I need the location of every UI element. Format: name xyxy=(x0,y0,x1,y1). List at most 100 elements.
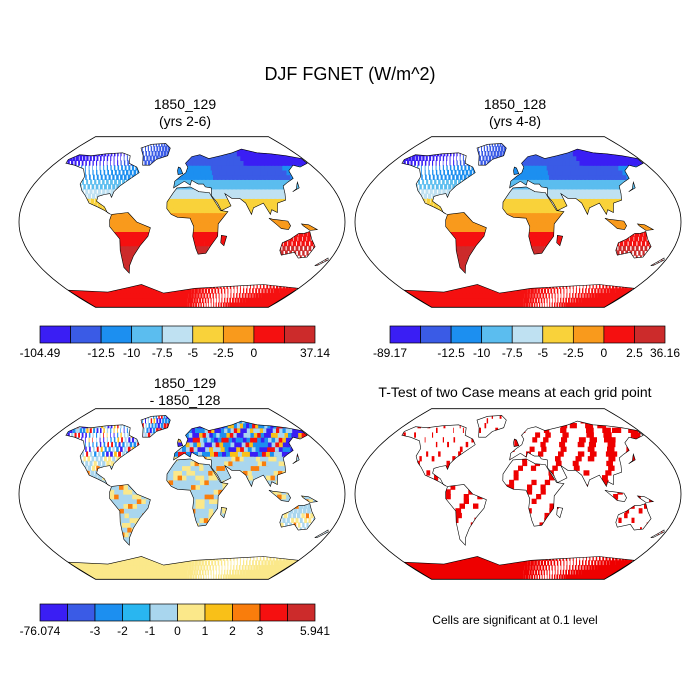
grid-cell xyxy=(226,246,230,251)
grid-cell xyxy=(332,241,335,246)
grid-cell xyxy=(85,241,91,246)
grid-cell xyxy=(157,189,161,194)
grid-cell xyxy=(38,260,47,265)
grid-cell xyxy=(117,142,120,147)
grid-cell xyxy=(129,203,134,208)
grid-cell xyxy=(238,274,240,279)
grid-cell xyxy=(88,232,94,237)
grid-cell xyxy=(156,203,161,208)
grid-cell xyxy=(159,217,164,222)
grid-cell xyxy=(119,274,126,279)
grid-cell xyxy=(280,208,286,213)
grid-cell xyxy=(111,274,118,279)
grid-cell xyxy=(156,203,161,208)
grid-cell xyxy=(125,184,128,189)
grid-cell xyxy=(61,236,67,241)
grid-cell xyxy=(171,279,176,284)
grid-cell xyxy=(270,255,273,260)
grid-cell xyxy=(114,165,116,170)
grid-cell xyxy=(173,246,178,251)
grid-cell xyxy=(294,269,295,274)
grid-cell xyxy=(100,156,102,161)
grid-cell xyxy=(126,274,132,279)
grid-cell xyxy=(279,269,280,274)
grid-cell xyxy=(146,165,149,170)
grid-cell xyxy=(207,279,210,284)
grid-cell xyxy=(81,170,82,175)
grid-cell xyxy=(198,184,203,189)
grid-cell xyxy=(230,198,236,203)
grid-cell xyxy=(116,203,120,208)
grid-cell xyxy=(166,179,170,184)
grid-cell xyxy=(240,260,243,265)
grid-cell xyxy=(101,217,106,222)
grid-cell xyxy=(173,222,178,227)
grid-cell xyxy=(145,146,146,151)
grid-cell xyxy=(97,269,104,274)
grid-cell xyxy=(41,241,48,246)
grid-cell xyxy=(178,246,183,251)
grid-cell xyxy=(179,151,183,156)
grid-cell xyxy=(134,265,140,270)
grid-cell xyxy=(218,265,221,270)
grid-cell xyxy=(151,241,156,246)
grid-cell xyxy=(102,265,109,270)
grid-cell xyxy=(238,274,240,279)
grid-cell xyxy=(166,179,170,184)
grid-cell xyxy=(148,170,151,175)
grid-cell xyxy=(102,179,105,184)
grid-cell xyxy=(150,156,152,161)
grid-cell xyxy=(200,279,203,284)
grid-cell xyxy=(63,184,65,189)
grid-cell xyxy=(155,213,160,218)
grid-cell xyxy=(66,284,76,289)
grid-cell xyxy=(250,227,255,232)
grid-cell xyxy=(167,170,171,175)
grid-cell xyxy=(214,265,218,270)
grid-cell xyxy=(150,279,156,284)
grid-cell xyxy=(213,146,219,151)
grid-cell xyxy=(49,250,57,255)
grid-cell xyxy=(26,208,30,213)
grid-cell xyxy=(108,137,113,142)
grid-cell xyxy=(112,146,114,151)
grid-cell xyxy=(61,232,67,237)
grid-cell xyxy=(52,232,58,237)
grid-cell xyxy=(230,198,236,203)
grid-cell xyxy=(160,203,165,208)
grid-cell xyxy=(254,137,264,142)
grid-cell xyxy=(169,255,174,260)
grid-cell xyxy=(132,269,138,274)
grid-cell xyxy=(75,279,84,284)
grid-cell xyxy=(138,203,143,208)
grid-cell xyxy=(321,255,323,260)
grid-cell xyxy=(165,246,170,251)
grid-cell xyxy=(238,265,241,270)
grid-cell xyxy=(90,255,97,260)
grid-cell xyxy=(240,241,244,246)
grid-cell xyxy=(107,241,113,246)
grid-cell xyxy=(94,179,96,184)
grid-cell xyxy=(216,250,220,255)
grid-cell xyxy=(281,260,283,265)
grid-cell xyxy=(330,236,334,241)
grid-cell xyxy=(122,194,126,199)
grid-cell xyxy=(75,184,77,189)
grid-cell xyxy=(31,255,39,260)
grid-cell xyxy=(67,241,74,246)
grid-cell xyxy=(310,175,319,180)
grid-cell xyxy=(170,179,174,184)
grid-cell xyxy=(182,151,186,156)
grid-cell xyxy=(252,246,256,251)
grid-cell xyxy=(75,236,81,241)
grid-cell xyxy=(254,227,259,232)
grid-cell xyxy=(252,260,255,265)
grid-cell xyxy=(331,217,336,222)
grid-cell xyxy=(140,189,144,194)
grid-cell xyxy=(271,241,275,246)
grid-cell xyxy=(150,222,155,227)
grid-cell xyxy=(268,227,273,232)
grid-cell xyxy=(318,222,323,227)
grid-cell xyxy=(105,227,110,232)
grid-cell xyxy=(182,274,186,279)
